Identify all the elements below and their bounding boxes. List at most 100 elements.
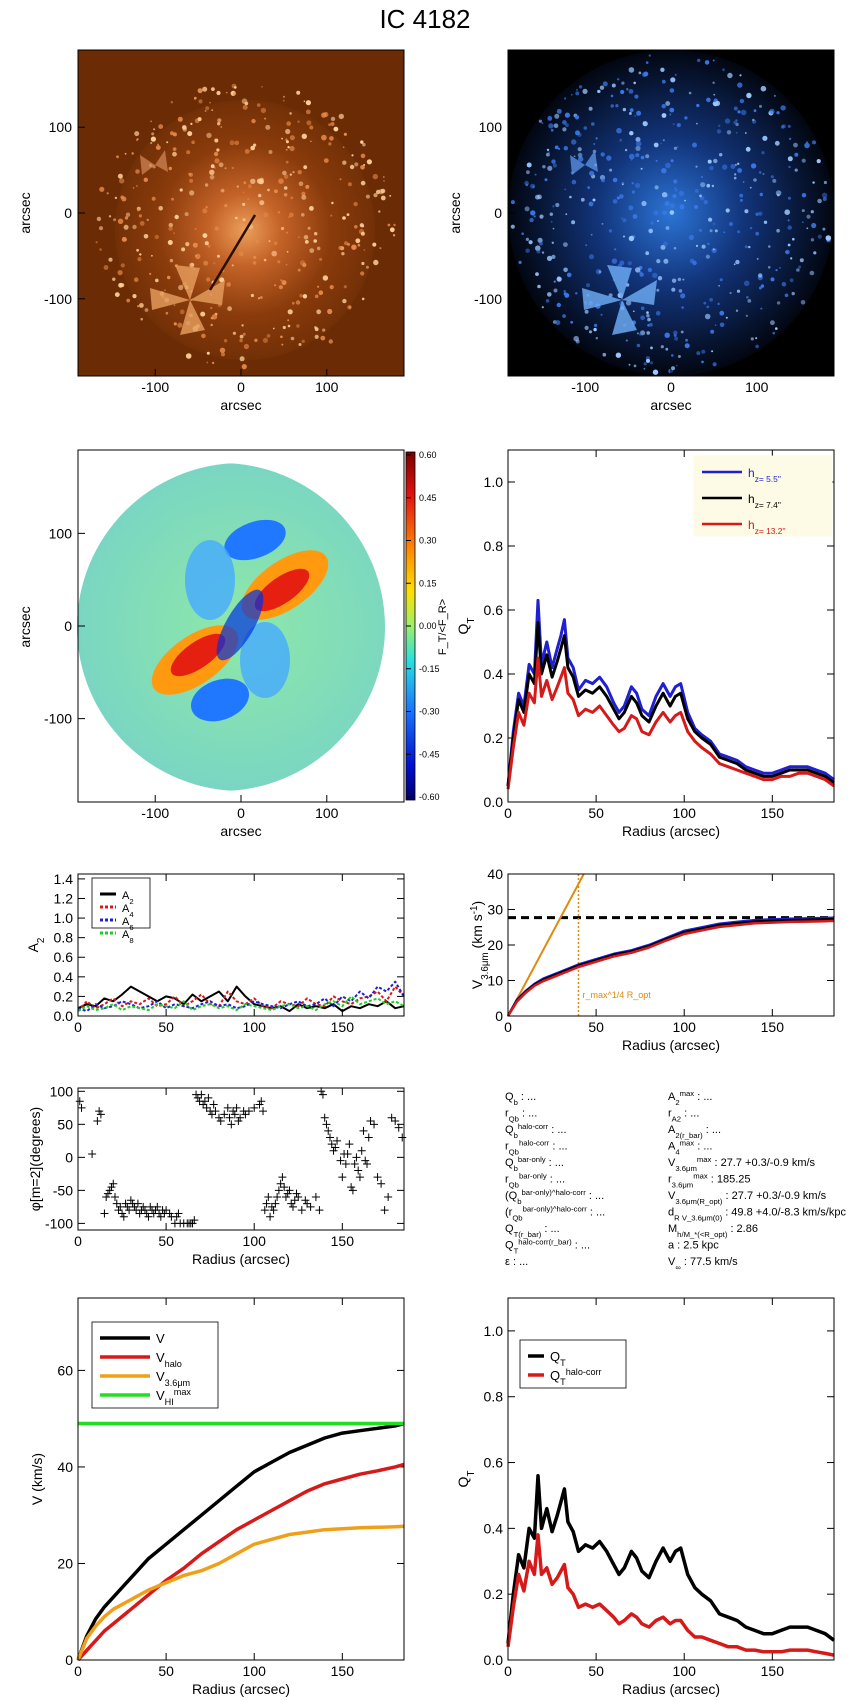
y-tick-label: 0.0 (484, 794, 504, 810)
orange-speck (247, 184, 252, 189)
blue-speck (811, 222, 817, 229)
orange-speck (259, 296, 263, 299)
blue-speck (611, 83, 616, 88)
orange-speck (379, 247, 382, 250)
blue-speck (735, 309, 739, 312)
orange-speck (327, 308, 333, 315)
blue-speck (620, 89, 625, 95)
orange-speck (338, 113, 344, 120)
phase-point (290, 1196, 299, 1205)
blue-speck (714, 229, 718, 233)
orange-speck (289, 145, 295, 152)
phase-point (190, 1216, 199, 1225)
blue-speck (648, 228, 653, 234)
blue-speck (548, 123, 554, 129)
orange-speck (328, 142, 332, 146)
blue-speck (541, 306, 544, 309)
phase-point (285, 1186, 294, 1195)
blue-speck (612, 177, 618, 183)
blue-speck (703, 301, 707, 305)
legend-label: QT (550, 1349, 566, 1368)
orange-speck (303, 165, 308, 170)
blue-speck (791, 291, 795, 296)
blue-speck (801, 158, 806, 163)
blue-speck (537, 284, 541, 289)
orange-speck (251, 118, 256, 124)
orange-speck (120, 283, 125, 288)
blue-speck (784, 209, 790, 215)
blue-speck (553, 280, 556, 283)
colorbar-label: F_T/<F_R> (437, 599, 449, 655)
blue-speck (739, 74, 742, 77)
phase-point (331, 1143, 340, 1152)
blue-speck (558, 147, 561, 150)
blue-speck (713, 93, 715, 96)
phase-point (273, 1192, 282, 1201)
phase-point (288, 1202, 297, 1211)
x-tick-label: 0 (237, 379, 245, 395)
orange-speck (206, 351, 210, 355)
phase-point (93, 1117, 102, 1126)
orange-speck (202, 208, 208, 214)
blue-speck (677, 277, 682, 282)
blue-speck (781, 281, 787, 287)
orange-speck (207, 244, 211, 248)
blue-speck (562, 314, 566, 318)
blue-speck (758, 211, 763, 216)
info-line: rQb : ... (505, 1108, 537, 1124)
x-tick-label: 150 (331, 1233, 355, 1249)
orange-speck (360, 231, 365, 236)
phase-point (107, 1183, 116, 1192)
orange-xlabel: arcsec (220, 397, 261, 413)
blue-speck (633, 364, 637, 368)
phase-point (347, 1183, 356, 1192)
blue-speck (761, 151, 765, 155)
phase-point (234, 1117, 243, 1126)
blue-speck (678, 289, 683, 293)
orange-speck (292, 171, 295, 174)
phase-point (204, 1093, 213, 1102)
blue-speck (636, 332, 639, 335)
blue-speck (602, 352, 607, 357)
blue-speck (661, 113, 667, 118)
blue-speck (539, 214, 544, 219)
blue-speck (547, 165, 553, 171)
blue-speck (636, 110, 642, 116)
orange-speck (230, 233, 234, 237)
orange-ylabel: arcsec (17, 192, 33, 233)
blue-speck (552, 227, 555, 230)
orange-speck (339, 178, 342, 181)
orange-speck (216, 148, 220, 152)
blue-speck (704, 60, 710, 65)
blue-speck (787, 156, 793, 162)
orange-speck (236, 185, 239, 188)
blue-speck (790, 257, 793, 260)
orange-speck (158, 206, 163, 211)
blue-speck (745, 146, 751, 152)
orange-speck (134, 131, 140, 137)
orange-speck (328, 123, 331, 127)
phase-point (214, 1113, 223, 1122)
y-tick-label: 30 (487, 902, 503, 918)
orange-speck (193, 96, 197, 100)
orange-speck (267, 188, 270, 192)
blue-speck (812, 140, 816, 145)
orange-speck (242, 191, 245, 194)
orange-speck (309, 206, 314, 211)
orange-speck (172, 147, 177, 152)
orange-speck (187, 131, 193, 137)
blue-speck (518, 260, 522, 264)
orange-speck (314, 327, 319, 332)
phase-point (324, 1126, 333, 1135)
x-tick-label: -100 (141, 805, 169, 821)
orange-speck (202, 233, 208, 239)
y-tick-label: 50 (57, 1116, 73, 1132)
x-tick-label: 0 (74, 1019, 82, 1035)
blue-speck (737, 168, 742, 173)
orange-speck (309, 248, 315, 254)
blue-speck (660, 142, 662, 145)
orange-speck (297, 170, 302, 175)
phase-point (229, 1107, 238, 1116)
blue-speck (697, 58, 701, 63)
blue-speck (635, 145, 641, 151)
